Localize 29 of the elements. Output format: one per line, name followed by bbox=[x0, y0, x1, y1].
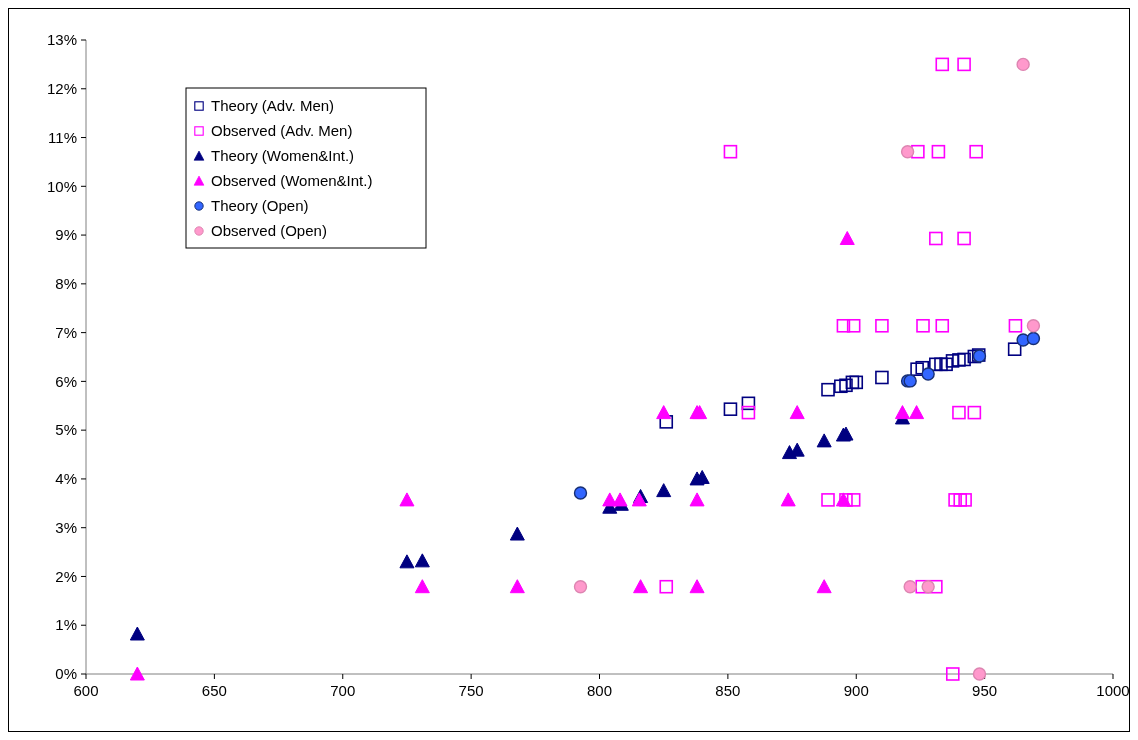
y-tick-label: 0% bbox=[55, 665, 77, 683]
legend-label: Observed (Women&Int.) bbox=[211, 172, 373, 190]
y-tick-label: 5% bbox=[55, 421, 77, 439]
x-tick-label: 700 bbox=[330, 682, 356, 699]
x-tick-label: 650 bbox=[201, 682, 227, 699]
legend-label: Theory (Women&Int.) bbox=[211, 147, 355, 165]
y-tick-label: 9% bbox=[55, 226, 77, 244]
x-tick-label: 600 bbox=[73, 682, 99, 699]
y-tick-label: 10% bbox=[46, 177, 77, 195]
y-tick-label: 2% bbox=[55, 567, 77, 585]
y-tick-label: 4% bbox=[55, 470, 77, 488]
x-tick-label: 750 bbox=[458, 682, 484, 699]
y-tick-label: 7% bbox=[55, 323, 77, 341]
legend-label: Theory (Open) bbox=[211, 197, 309, 215]
legend-label: Observed (Adv. Men) bbox=[211, 122, 353, 140]
x-tick-label: 900 bbox=[843, 682, 869, 699]
y-tick-label: 12% bbox=[46, 80, 77, 98]
y-tick-label: 3% bbox=[55, 518, 77, 536]
x-tick-label: 1000 bbox=[1096, 682, 1130, 699]
y-tick-label: 13% bbox=[46, 31, 77, 49]
x-tick-label: 950 bbox=[972, 682, 998, 699]
y-tick-label: 8% bbox=[55, 275, 77, 293]
x-tick-label: 850 bbox=[715, 682, 741, 699]
y-tick-label: 6% bbox=[55, 372, 77, 390]
y-tick-label: 11% bbox=[48, 128, 77, 146]
legend-label: Theory (Adv. Men) bbox=[211, 97, 335, 115]
y-tick-label: 1% bbox=[55, 616, 77, 634]
legend-label: Observed (Open) bbox=[211, 222, 327, 240]
x-tick-label: 800 bbox=[586, 682, 613, 699]
